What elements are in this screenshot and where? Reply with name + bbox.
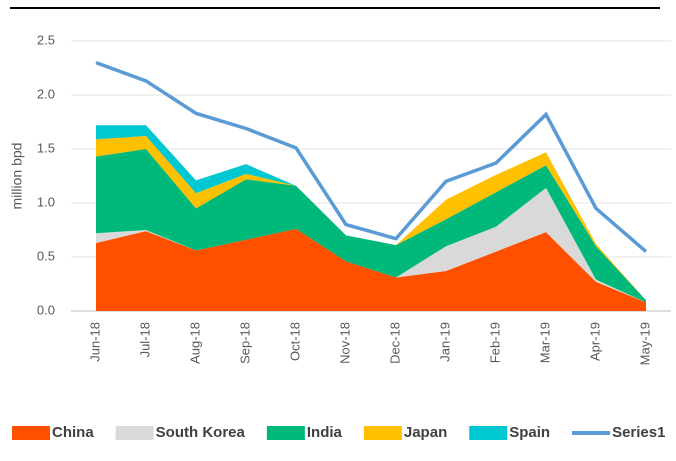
x-tick-label: Nov-18 <box>337 322 352 364</box>
x-tick-label: Aug-18 <box>187 322 202 364</box>
y-tick-label: 1.0 <box>37 194 55 209</box>
area <box>96 136 646 301</box>
x-tick-label: Feb-19 <box>487 322 502 363</box>
area <box>96 149 646 303</box>
y-tick-label: 1.5 <box>37 140 55 155</box>
y-tick-label: 0.5 <box>37 248 55 263</box>
area <box>96 125 646 301</box>
x-tick-label: Oct-18 <box>287 322 302 361</box>
area <box>96 228 646 311</box>
legend-label: China <box>52 424 94 441</box>
x-tick-label: Dec-18 <box>387 322 402 364</box>
legend-label: South Korea <box>156 424 246 441</box>
x-tick-label: Jan-19 <box>437 322 452 362</box>
legend-swatch <box>12 426 50 440</box>
x-tick-label: May-19 <box>637 322 652 365</box>
y-tick-label: 0.0 <box>37 302 55 317</box>
legend-label: Japan <box>404 424 447 441</box>
y-axis-label: million bpd <box>9 143 25 210</box>
x-tick-label: Jun-18 <box>87 322 102 362</box>
x-tick-label: Apr-19 <box>587 322 602 361</box>
x-tick-label: Mar-19 <box>537 322 552 363</box>
legend-swatch <box>469 426 508 440</box>
legend-swatch <box>115 426 154 440</box>
x-tick-label: Sep-18 <box>237 322 252 364</box>
x-tick-label: Jul-18 <box>137 322 152 357</box>
y-tick-label: 2.0 <box>37 86 55 101</box>
y-tick-label: 2.5 <box>37 32 55 47</box>
legend-swatch <box>266 426 305 440</box>
legend-label: India <box>307 424 343 441</box>
legend-swatch <box>363 426 402 440</box>
line <box>95 60 648 253</box>
legend-label: Series1 <box>612 424 665 441</box>
legend-label: Spain <box>509 424 550 441</box>
